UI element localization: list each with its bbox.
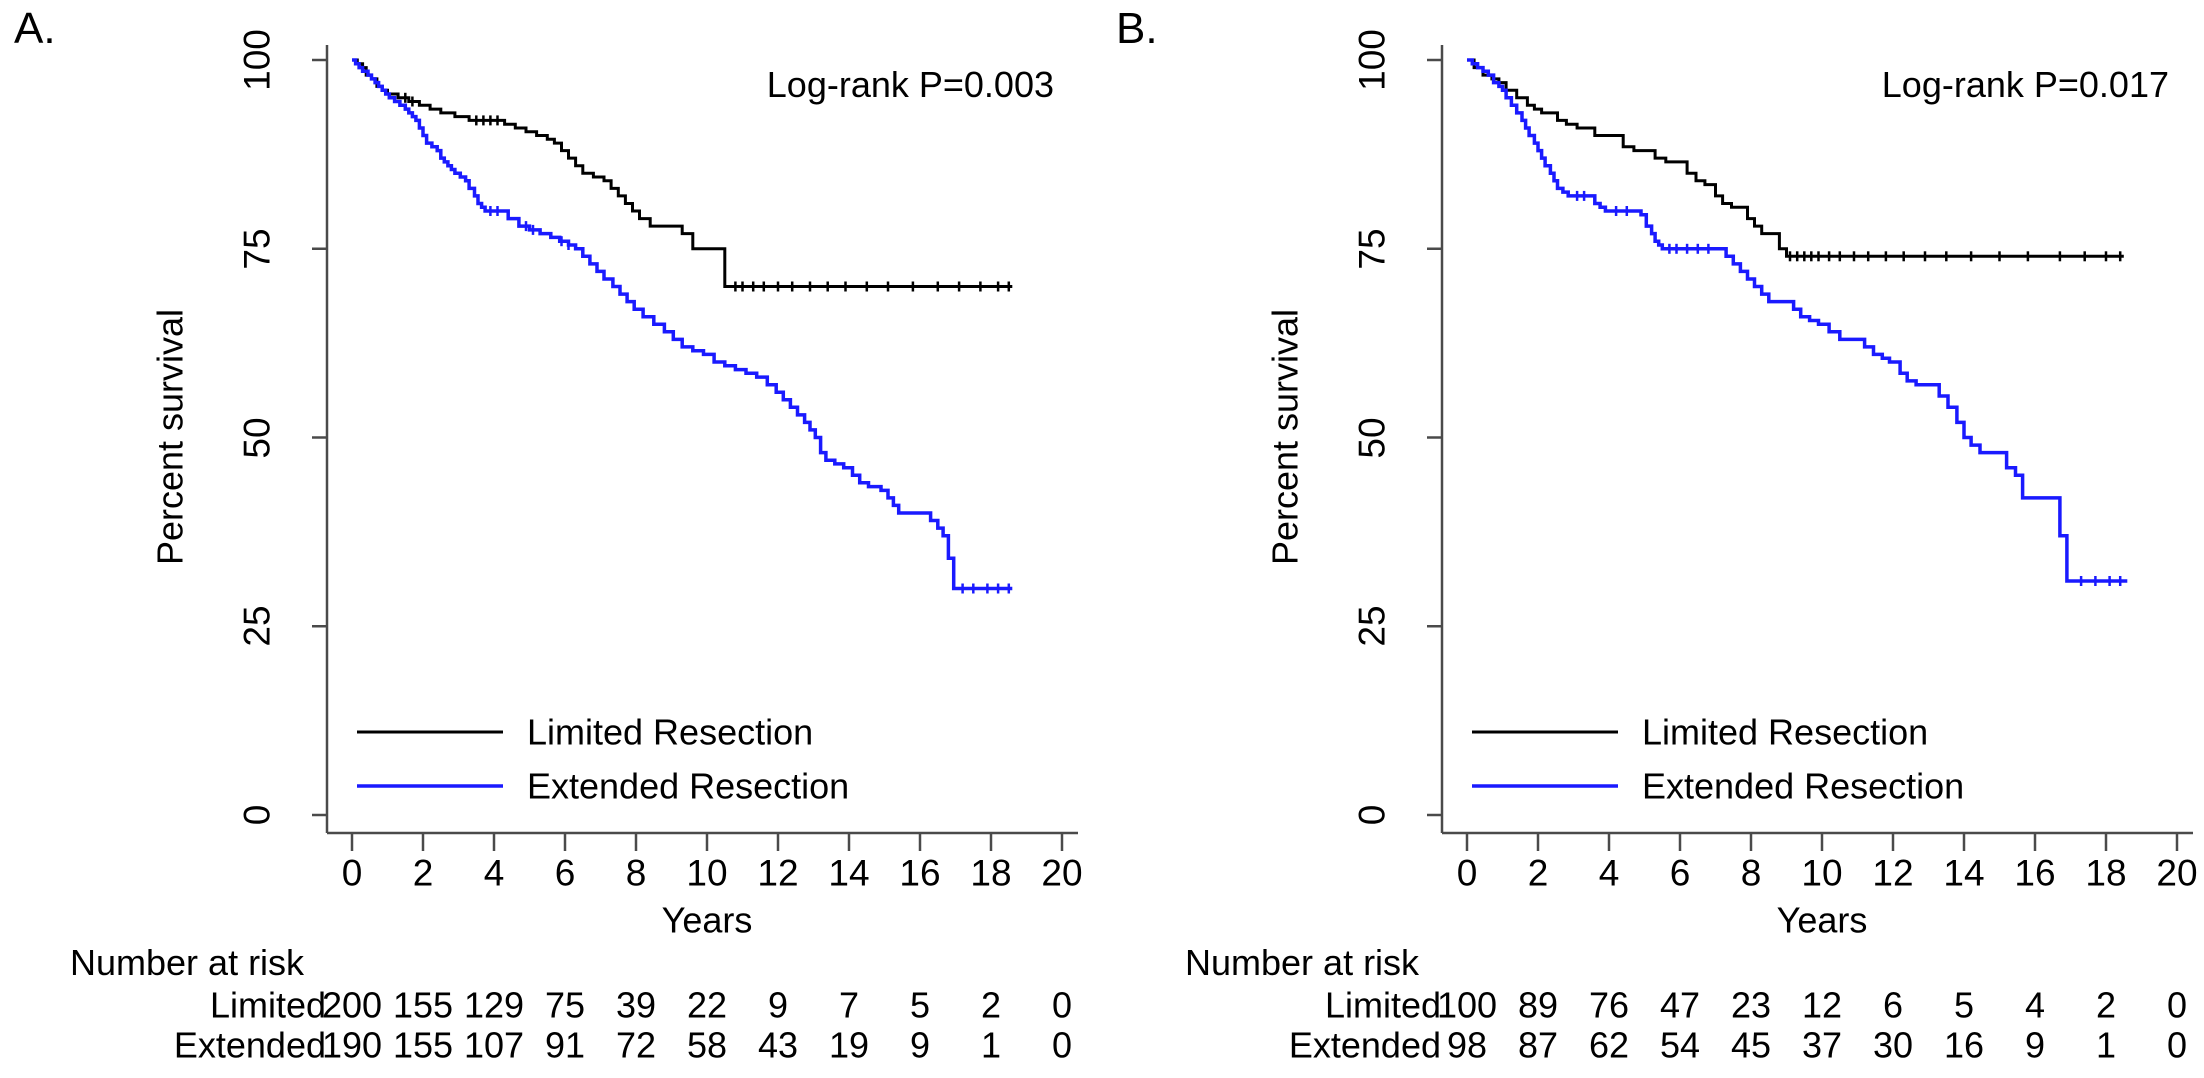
x-tick-label: 12: [757, 852, 799, 894]
risk-count: 200: [321, 984, 383, 1026]
risk-row-label-extended: Extended: [173, 1024, 326, 1066]
risk-count: 0: [2166, 984, 2188, 1026]
x-tick-label: 0: [341, 852, 363, 894]
km-plot-svg-b: [1427, 45, 2193, 851]
x-tick-label: 16: [2014, 852, 2056, 894]
risk-count: 4: [2024, 984, 2046, 1026]
risk-count: 19: [828, 1024, 870, 1066]
x-tick-label: 18: [970, 852, 1012, 894]
risk-count: 62: [1588, 1024, 1630, 1066]
risk-count: 155: [392, 1024, 454, 1066]
x-tick-label: 18: [2085, 852, 2127, 894]
x-tick-label: 14: [1943, 852, 1985, 894]
risk-count: 155: [392, 984, 454, 1026]
risk-count: 107: [463, 1024, 525, 1066]
risk-count: 190: [321, 1024, 383, 1066]
risk-count: 89: [1517, 984, 1559, 1026]
risk-count: 0: [2166, 1024, 2188, 1066]
risk-count: 22: [686, 984, 728, 1026]
risk-row-label-limited: Limited: [209, 984, 326, 1026]
extended-resection-curve: [1467, 58, 2128, 583]
x-tick-label: 6: [554, 852, 576, 894]
risk-count: 7: [838, 984, 860, 1026]
panel-b-label: B.: [1116, 4, 1158, 53]
risk-count: 72: [615, 1024, 657, 1066]
x-axis-title: Years: [661, 899, 753, 941]
risk-count: 54: [1659, 1024, 1701, 1066]
legend-label-extended: Extended Resection: [527, 765, 850, 807]
risk-count: 37: [1801, 1024, 1843, 1066]
risk-count: 16: [1943, 1024, 1985, 1066]
risk-count: 0: [1051, 984, 1073, 1026]
x-tick-label: 14: [828, 852, 870, 894]
risk-count: 75: [544, 984, 586, 1026]
risk-count: 9: [909, 1024, 931, 1066]
risk-count: 98: [1446, 1024, 1488, 1066]
x-axis-title: Years: [1776, 899, 1868, 941]
x-tick-label: 4: [1598, 852, 1620, 894]
km-plot-svg-a: [312, 45, 1078, 851]
risk-count: 2: [980, 984, 1002, 1026]
risk-count: 6: [1882, 984, 1904, 1026]
x-tick-label: 2: [1527, 852, 1549, 894]
risk-count: 5: [909, 984, 931, 1026]
legend-label-limited: Limited Resection: [527, 711, 814, 753]
x-tick-label: 10: [686, 852, 728, 894]
x-tick-label: 6: [1669, 852, 1691, 894]
risk-count: 9: [767, 984, 789, 1026]
risk-count: 1: [2095, 1024, 2117, 1066]
x-tick-label: 20: [2156, 852, 2198, 894]
legend-label-extended: Extended Resection: [1642, 765, 1965, 807]
risk-count: 129: [463, 984, 525, 1026]
risk-count: 9: [2024, 1024, 2046, 1066]
risk-count: 87: [1517, 1024, 1559, 1066]
risk-count: 5: [1953, 984, 1975, 1026]
risk-count: 76: [1588, 984, 1630, 1026]
risk-table-title: Number at risk: [70, 942, 305, 983]
x-tick-label: 2: [412, 852, 434, 894]
x-tick-label: 8: [625, 852, 647, 894]
risk-count: 45: [1730, 1024, 1772, 1066]
x-tick-label: 12: [1872, 852, 1914, 894]
risk-count: 0: [1051, 1024, 1073, 1066]
risk-row-label-extended: Extended: [1288, 1024, 1441, 1066]
extended-resection-curve: [352, 58, 1013, 591]
log-rank-annotation: Log-rank P=0.017: [1881, 64, 2169, 105]
risk-row-label-limited: Limited: [1324, 984, 1441, 1026]
legend-label-limited: Limited Resection: [1642, 711, 1929, 753]
risk-count: 39: [615, 984, 657, 1026]
log-rank-annotation: Log-rank P=0.003: [766, 64, 1054, 105]
x-tick-label: 10: [1801, 852, 1843, 894]
risk-count: 47: [1659, 984, 1701, 1026]
x-tick-label: 0: [1456, 852, 1478, 894]
risk-count: 30: [1872, 1024, 1914, 1066]
x-tick-label: 8: [1740, 852, 1762, 894]
risk-count: 1: [980, 1024, 1002, 1066]
limited-resection-curve: [352, 58, 1013, 288]
x-tick-label: 16: [899, 852, 941, 894]
risk-count: 91: [544, 1024, 586, 1066]
x-tick-label: 4: [483, 852, 505, 894]
risk-count: 2: [2095, 984, 2117, 1026]
risk-count: 58: [686, 1024, 728, 1066]
risk-count: 43: [757, 1024, 799, 1066]
limited-resection-curve: [1467, 58, 2124, 258]
risk-table-title: Number at risk: [1185, 942, 1420, 983]
risk-count: 23: [1730, 984, 1772, 1026]
x-tick-label: 20: [1041, 852, 1083, 894]
panel-a-label: A.: [14, 4, 56, 53]
risk-count: 12: [1801, 984, 1843, 1026]
risk-count: 100: [1436, 984, 1498, 1026]
